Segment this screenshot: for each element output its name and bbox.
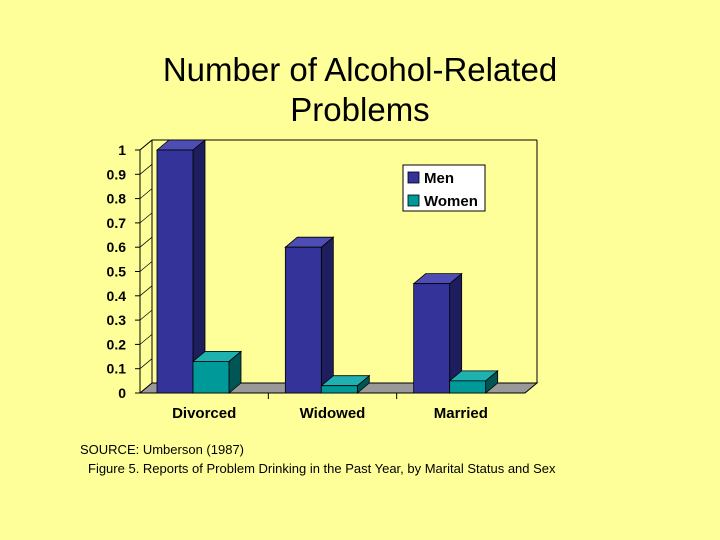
y-tick-label: 0.4	[107, 288, 127, 304]
y-tick-label: 0.5	[107, 264, 127, 280]
source-note: SOURCE: Umberson (1987)	[80, 442, 244, 457]
bar-men-divorced	[155, 139, 207, 394]
bar-men-widowed	[284, 236, 335, 394]
bar-women-divorced	[191, 350, 243, 394]
y-tick-label: 0.8	[107, 191, 127, 207]
bar-side-face	[320, 236, 334, 394]
y-tick-label: 0.2	[107, 336, 127, 352]
y-tick-side-line	[139, 309, 153, 321]
y-tick-side-line	[139, 139, 153, 151]
bar-men-married	[412, 272, 463, 394]
y-tick-side-line	[139, 334, 153, 345]
bar-front-face	[449, 380, 487, 394]
x-tick-label: Divorced	[172, 405, 236, 422]
slide-title-line-1: Number of Alcohol-Related	[162, 51, 558, 88]
legend-label: Women	[424, 193, 478, 210]
bar-front-face	[320, 385, 358, 394]
bar-front-face	[192, 361, 230, 394]
y-tick-side-line	[139, 236, 153, 248]
bar-front-face	[156, 149, 194, 394]
y-tick-side-line	[139, 188, 153, 199]
y-tick-side-line	[139, 382, 153, 394]
y-tick-label: 0.1	[107, 361, 127, 377]
x-tick-label: Widowed	[300, 405, 366, 422]
y-tick-label: 0.6	[107, 239, 127, 255]
bar-front-face	[413, 283, 451, 394]
bar-women-widowed	[320, 374, 371, 394]
y-tick-label: 0.7	[107, 215, 127, 231]
bar-front-face	[284, 246, 322, 394]
y-tick-side-line	[139, 164, 153, 175]
y-tick-side-line	[139, 212, 153, 224]
y-tick-label: 0.3	[107, 312, 127, 328]
y-tick-side-line	[139, 358, 153, 369]
y-tick-side-line	[139, 261, 153, 272]
bars	[155, 139, 499, 399]
y-tick-label: 1	[118, 142, 126, 158]
figure-caption: Figure 5. Reports of Problem Drinking in…	[88, 461, 556, 476]
legend-label: Men	[424, 170, 454, 187]
slide-title-line-2: Problems	[290, 91, 430, 128]
y-tick-label: 0.9	[107, 166, 127, 182]
y-axis-ticks: 0 0.1 0.2 0.3 0.4 0.5 0.6 0.7 0.8 0.9 1	[107, 139, 153, 401]
y-tick-label: 0	[118, 385, 126, 401]
bar-women-married	[448, 369, 499, 394]
legend-swatch	[407, 194, 420, 207]
legend-swatch	[407, 171, 420, 184]
legend: Men Women	[402, 164, 486, 212]
slide-title: Number of Alcohol-Related Problems	[0, 50, 720, 130]
y-tick-side-line	[139, 285, 153, 297]
x-axis-labels: Divorced Widowed Married	[172, 405, 488, 422]
x-tick-label: Married	[434, 405, 488, 422]
